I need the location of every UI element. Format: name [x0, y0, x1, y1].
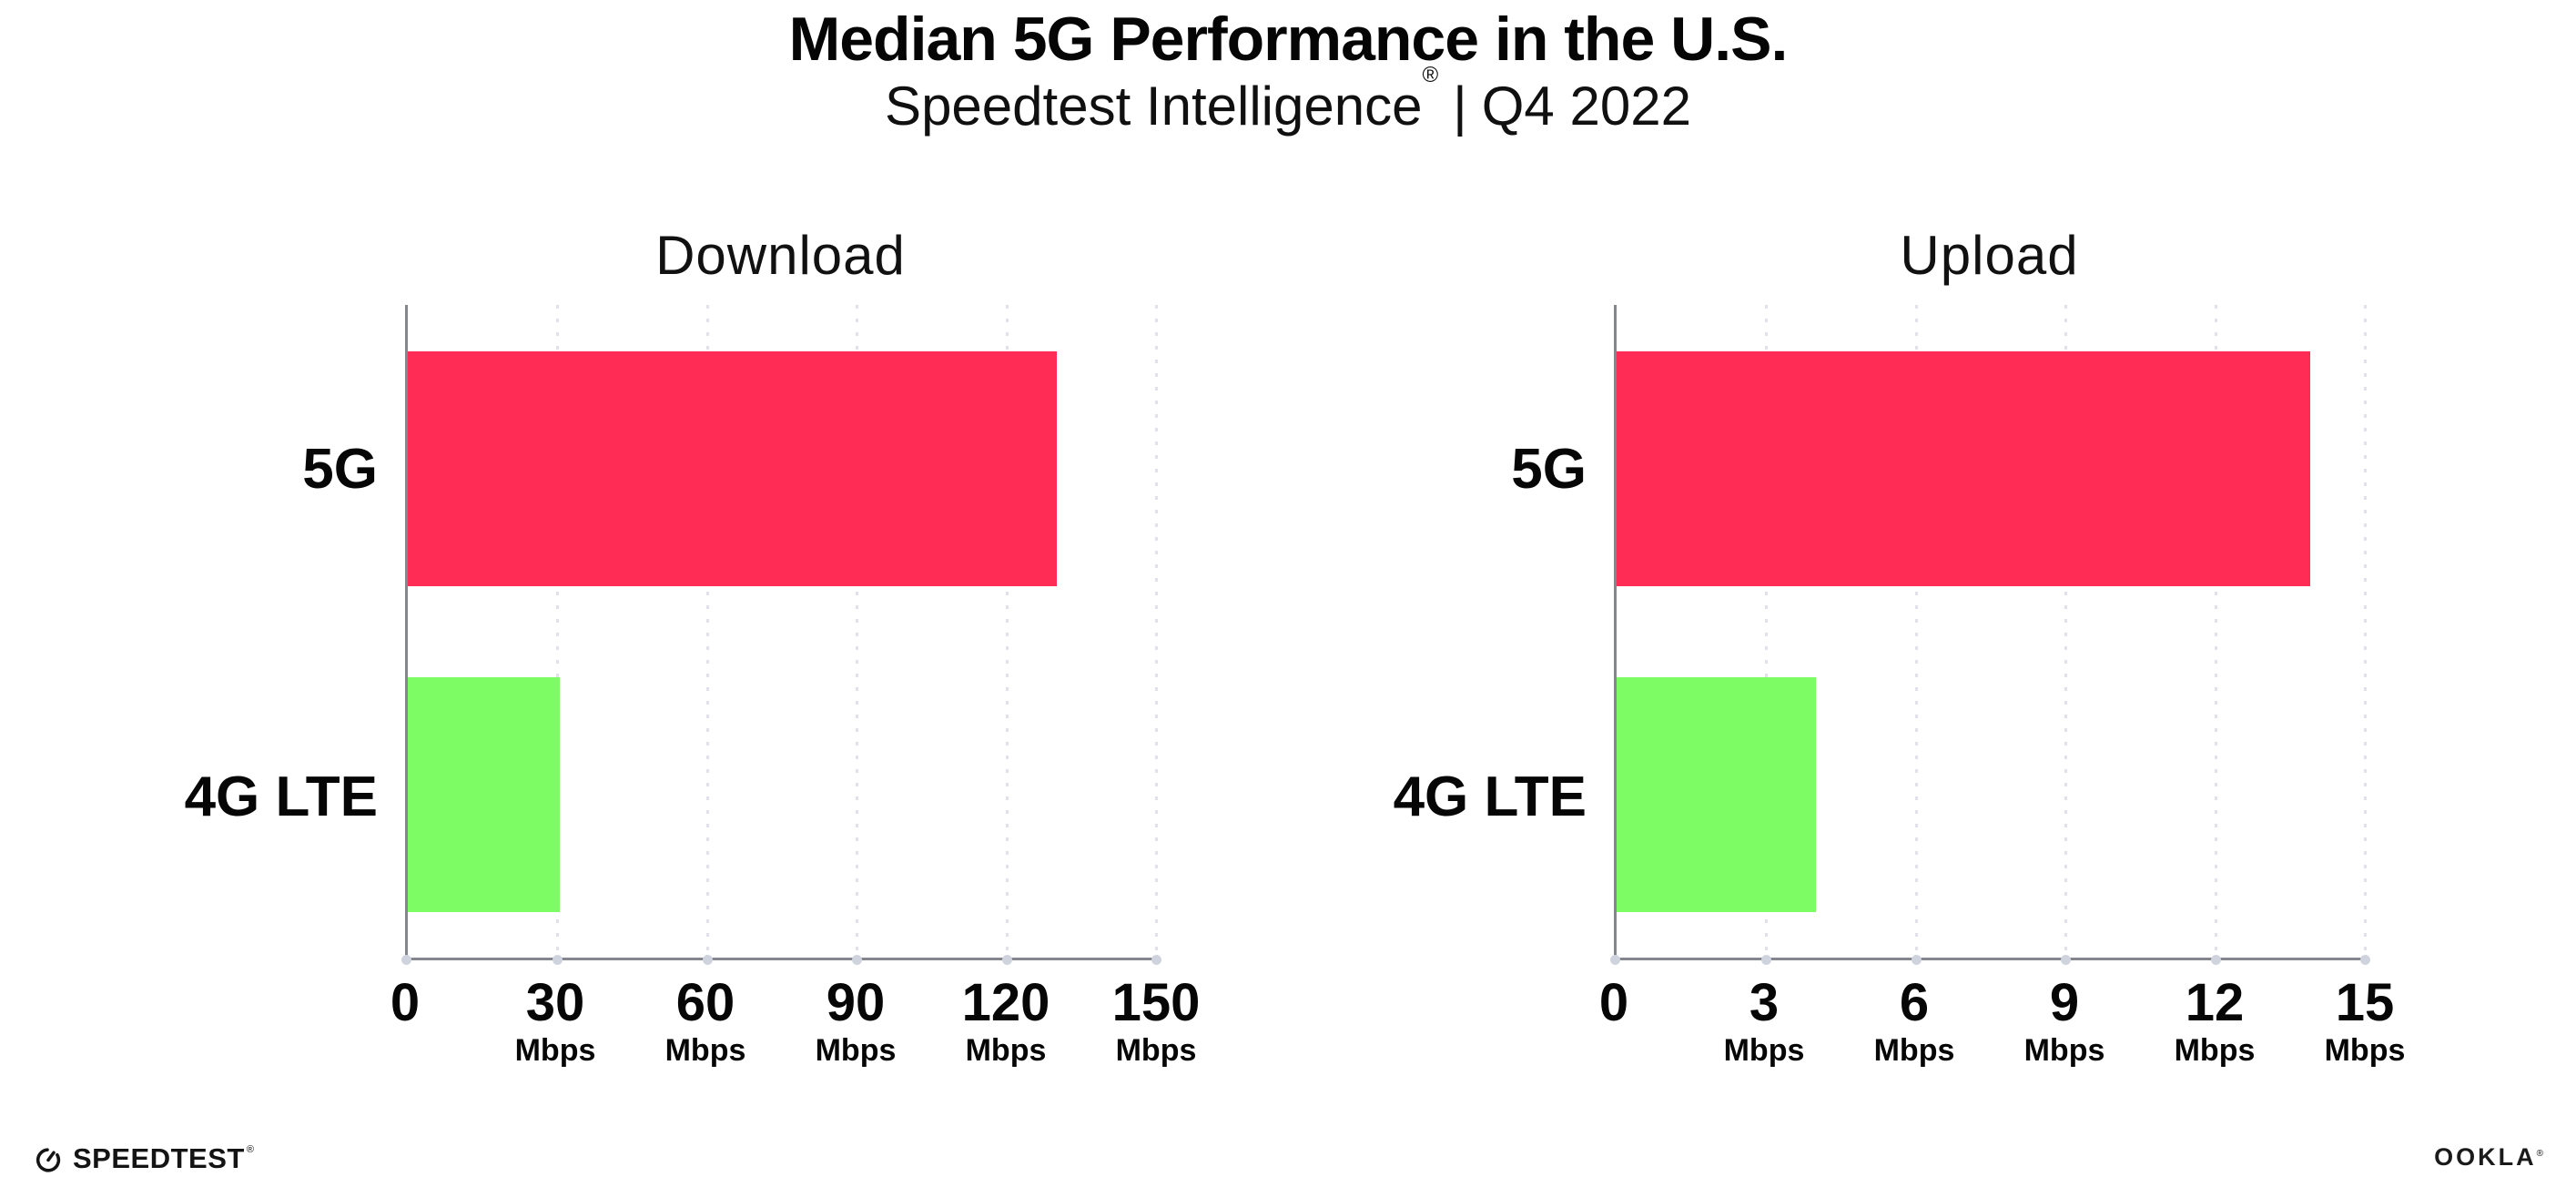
upload-y-axis-labels: 5G 4G LTE: [1345, 305, 1614, 960]
x-tick-value: 15: [2335, 973, 2395, 1033]
upload-chart-body: 5G 4G LTE: [1345, 305, 2483, 966]
download-chart-body: 5G 4G LTE: [137, 305, 1274, 966]
category-label-5g: 5G: [302, 437, 378, 501]
x-tick-0: 0: [1599, 977, 1628, 1030]
upload-chart-title: Upload: [1345, 168, 2483, 305]
x-tick-30: 30 Mbps: [515, 977, 596, 1068]
x-tick-9: 9 Mbps: [2024, 977, 2105, 1068]
x-tick-120: 120 Mbps: [962, 977, 1050, 1068]
gridline-60: [702, 305, 713, 966]
download-plot-area: [401, 305, 1161, 966]
x-tick-60: 60 Mbps: [665, 977, 746, 1068]
ookla-logo: OOKLA®: [2434, 1143, 2543, 1172]
x-tick-unit: Mbps: [2324, 1033, 2406, 1069]
page-subtitle: Speedtest Intelligence® | Q4 2022: [0, 65, 2576, 137]
chart-title-text: Upload: [1900, 225, 2079, 287]
gridline-120: [1001, 305, 1012, 966]
x-tick-value: 120: [961, 973, 1050, 1033]
speedtest-logo: SPEEDTEST ®: [33, 1142, 254, 1175]
bar-row-4g-lte: [1617, 632, 2365, 959]
bar-row-5g: [408, 305, 1156, 632]
category-label-5g: 5G: [1511, 437, 1587, 501]
gridline-12: [2210, 305, 2221, 966]
gridline-30: [553, 305, 563, 966]
subtitle-separator: |: [1453, 76, 1467, 137]
x-tick-12: 12 Mbps: [2175, 977, 2256, 1068]
header: Median 5G Performance in the U.S. Speedt…: [0, 0, 2576, 134]
category-label-4g-lte: 4G LTE: [1393, 765, 1587, 828]
x-tick-150: 150 Mbps: [1112, 977, 1201, 1068]
x-tick-90: 90 Mbps: [816, 977, 897, 1068]
registered-mark: ®: [1422, 63, 1439, 88]
gridline-3: [1761, 305, 1772, 966]
x-tick-unit: Mbps: [1115, 1033, 1197, 1069]
x-tick-unit: Mbps: [664, 1033, 746, 1069]
gridline-9: [2061, 305, 2072, 966]
x-tick-unit: Mbps: [2174, 1033, 2256, 1069]
upload-plot-area: [1610, 305, 2370, 966]
download-y-axis-labels: 5G 4G LTE: [137, 305, 405, 960]
x-tick-0: 0: [390, 977, 420, 1030]
bar-row-4g-lte: [408, 632, 1156, 959]
upload-x-axis: 0 3 Mbps 6 Mbps 9 Mbps 12 Mbps 15 Mbps: [1599, 960, 2406, 1097]
x-tick-value: 30: [525, 973, 585, 1033]
registered-mark: ®: [2536, 1149, 2543, 1159]
page-title: Median 5G Performance in the U.S.: [788, 5, 1789, 74]
gridline-15: [2360, 305, 2370, 966]
bar-4g-lte-upload: [1617, 677, 1817, 913]
x-tick-value: 12: [2185, 973, 2245, 1033]
download-chart-title: Download: [137, 168, 1274, 305]
x-tick-unit: Mbps: [1723, 1033, 1805, 1069]
gridline-90: [852, 305, 863, 966]
x-tick-value: 60: [675, 973, 735, 1033]
x-tick-value: 9: [2049, 973, 2080, 1033]
bar-row-5g: [1617, 305, 2365, 632]
chart-title-text: Download: [655, 225, 906, 287]
bar-5g-download: [408, 350, 1058, 586]
x-tick-value: 3: [1749, 973, 1780, 1033]
category-label-4g-lte: 4G LTE: [184, 765, 378, 828]
gridline-150: [1151, 305, 1161, 966]
download-chart: Download 5G 4G LTE 0 30 Mbps 60 Mbps 90 Mbps 12…: [137, 168, 1274, 1097]
x-tick-6: 6 Mbps: [1874, 977, 1955, 1068]
x-tick-unit: Mbps: [514, 1033, 596, 1069]
x-tick-value: 0: [1598, 973, 1629, 1033]
x-tick-15: 15 Mbps: [2325, 977, 2406, 1068]
upload-chart: Upload 5G 4G LTE 0 3 Mbps 6 Mbps 9 Mbps 12 Mbps 1…: [1345, 168, 2483, 1097]
x-tick-unit: Mbps: [2023, 1033, 2105, 1069]
x-tick-3: 3 Mbps: [1724, 977, 1805, 1068]
speedtest-wordmark: SPEEDTEST: [73, 1142, 245, 1174]
x-tick-unit: Mbps: [815, 1033, 897, 1069]
ookla-wordmark: OOKLA: [2434, 1143, 2537, 1171]
download-x-axis: 0 30 Mbps 60 Mbps 90 Mbps 120 Mbps 150 Mbps: [390, 960, 1201, 1097]
x-tick-value: 90: [826, 973, 886, 1033]
registered-mark: ®: [246, 1144, 254, 1155]
subtitle-period: Q4 2022: [1481, 76, 1691, 137]
bar-4g-lte-download: [408, 677, 561, 913]
subtitle-brand: Speedtest Intelligence: [885, 76, 1423, 137]
bar-5g-upload: [1617, 350, 2310, 586]
x-tick-value: 150: [1111, 973, 1201, 1033]
x-tick-value: 6: [1899, 973, 1930, 1033]
x-tick-unit: Mbps: [965, 1033, 1047, 1069]
x-tick-value: 0: [390, 973, 421, 1033]
x-tick-unit: Mbps: [1873, 1033, 1955, 1069]
speedtest-gauge-icon: [35, 1148, 61, 1172]
gridline-6: [1911, 305, 1922, 966]
charts-row: Download 5G 4G LTE 0 30 Mbps 60 Mbps 90 Mbps 12…: [0, 168, 2576, 1097]
